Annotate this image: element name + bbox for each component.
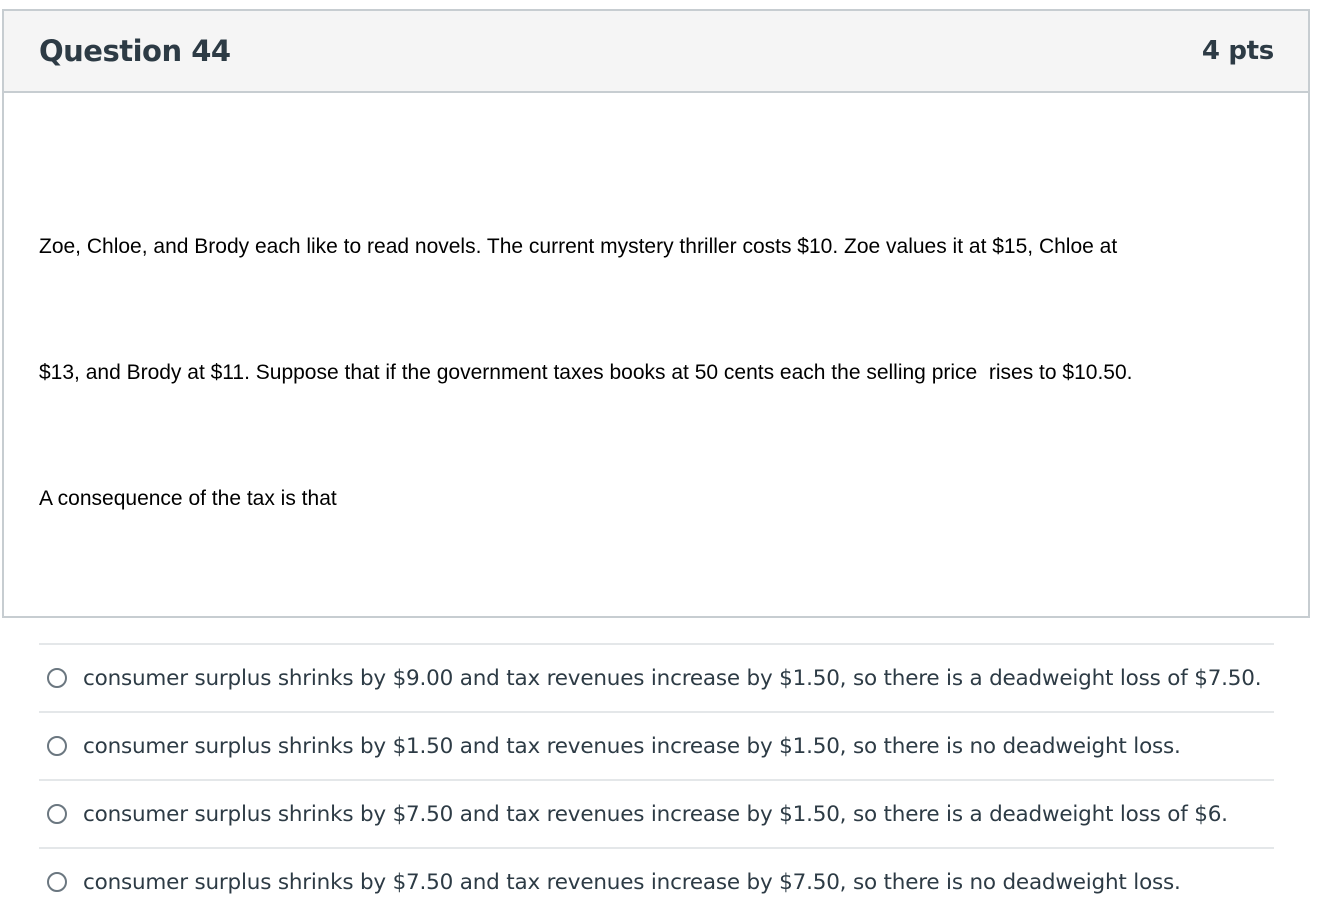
answer-option-4[interactable]: consumer surplus shrinks by $7.50 and ta… [39,849,1274,915]
answer-label[interactable]: consumer surplus shrinks by $7.50 and ta… [83,801,1228,827]
question-header: Question 44 4 pts [4,11,1308,93]
question-text-line: A consequence of the tax is that [39,487,337,510]
radio-button[interactable] [47,736,67,756]
answer-option-2[interactable]: consumer surplus shrinks by $1.50 and ta… [39,713,1274,781]
question-points: 4 pts [1201,36,1274,66]
question-body: Zoe, Chloe, and Brody each like to read … [4,93,1308,915]
question-text-line: $13, and Brody at $11. Suppose that if t… [39,361,1133,384]
radio-button[interactable] [47,804,67,824]
answer-label[interactable]: consumer surplus shrinks by $1.50 and ta… [83,733,1181,759]
answer-option-3[interactable]: consumer surplus shrinks by $7.50 and ta… [39,781,1274,849]
question-card: Question 44 4 pts Zoe, Chloe, and Brody … [2,9,1310,895]
question-title: Question 44 [39,34,231,68]
answer-option-1[interactable]: consumer surplus shrinks by $9.00 and ta… [39,645,1274,713]
answer-list: consumer surplus shrinks by $9.00 and ta… [39,643,1274,915]
radio-button[interactable] [47,872,67,892]
question-text: Zoe, Chloe, and Brody each like to read … [39,142,1274,604]
radio-button[interactable] [47,668,67,688]
answer-label[interactable]: consumer surplus shrinks by $7.50 and ta… [83,869,1181,895]
answer-label[interactable]: consumer surplus shrinks by $9.00 and ta… [83,665,1262,691]
question-text-line: Zoe, Chloe, and Brody each like to read … [39,235,1118,258]
